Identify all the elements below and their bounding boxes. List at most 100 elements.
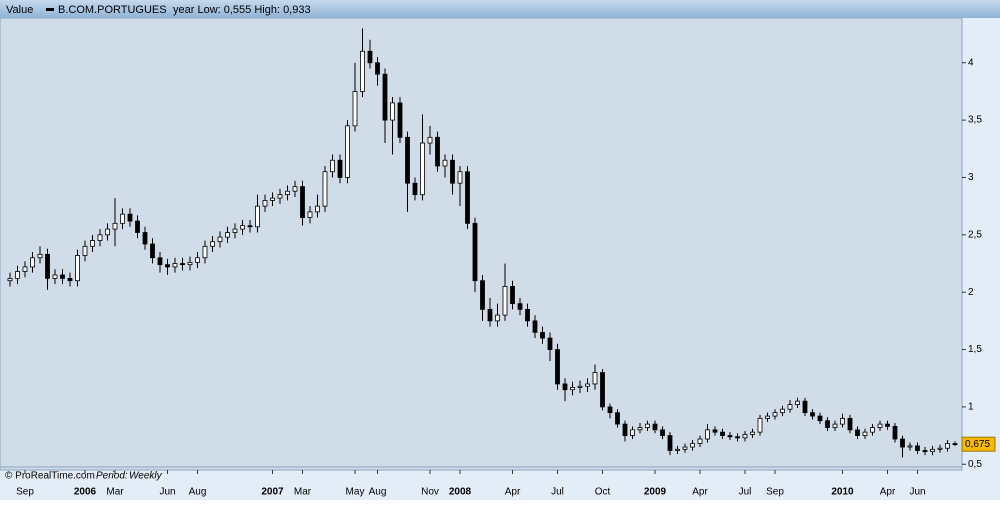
x-tick-label: Jul (551, 487, 564, 498)
y-tick-label: 4 (968, 57, 974, 68)
x-tick-label: Sep (16, 487, 34, 498)
x-tick-label: Nov (421, 487, 439, 498)
candle-body (862, 431, 868, 436)
candle-body (457, 171, 463, 184)
candle-body (450, 159, 455, 184)
candle-body (825, 420, 830, 428)
candle-body (405, 136, 410, 184)
candle-body (885, 423, 890, 427)
candle-body (90, 240, 95, 247)
candle-body (585, 383, 590, 387)
candle-body (952, 443, 958, 446)
y-tick-label: 0,5 (968, 459, 982, 470)
candle-body (667, 435, 673, 451)
candle-body (45, 253, 50, 279)
x-tick-label: 2008 (449, 487, 472, 498)
header-range: year Low: 0,555 High: 0,933 (173, 4, 311, 16)
candle-body (97, 234, 103, 241)
candle-body (60, 274, 65, 279)
candle-body (637, 427, 643, 431)
candle-body (397, 102, 403, 138)
x-tick-label: Apr (692, 487, 708, 498)
candle-body (915, 445, 920, 451)
y-tick-label: 2 (968, 287, 974, 298)
candle-body (765, 415, 770, 419)
candle-body (195, 257, 200, 263)
candle-body (382, 73, 388, 121)
candle-body (577, 385, 583, 388)
candle-body (877, 423, 883, 428)
x-tick-label: Sep (766, 487, 784, 498)
candle-body (547, 337, 553, 350)
candle-body (945, 443, 950, 449)
candle-body (817, 415, 823, 422)
x-tick-label: Jun (909, 487, 925, 498)
candle-body (75, 255, 80, 282)
candle-body (270, 197, 275, 201)
x-tick-label: Mar (294, 487, 312, 498)
candle-body (7, 278, 13, 282)
candle-body (930, 448, 935, 453)
candle-body (30, 257, 35, 268)
x-tick-label: Aug (369, 487, 387, 498)
footer-period: Weekly (129, 471, 163, 482)
candle-body (135, 220, 140, 233)
candle-body (847, 417, 853, 431)
candle-body (390, 102, 395, 121)
candle-body (570, 387, 575, 391)
candle-body (652, 423, 658, 431)
candle-body (907, 445, 913, 448)
candle-body (712, 429, 718, 433)
candle-body (337, 159, 343, 178)
candle-body (345, 125, 350, 178)
y-tick-label: 3 (968, 172, 974, 183)
y-tick-label: 2,5 (968, 229, 982, 240)
x-tick-label: Jun (159, 487, 175, 498)
candle-body (615, 412, 620, 425)
candle-body (630, 429, 635, 436)
candle-body (750, 431, 755, 435)
candle-body (150, 243, 155, 259)
header-label: Value (6, 4, 33, 16)
candle-body (37, 253, 43, 259)
candle-body (142, 232, 148, 245)
y-tick-label: 1,5 (968, 344, 982, 355)
candle-body (810, 412, 815, 417)
candle-body (727, 435, 733, 438)
candle-body (870, 427, 875, 433)
candle-body (480, 280, 485, 310)
candle-body (555, 349, 560, 385)
candle-body (742, 434, 748, 439)
candle-body (105, 228, 110, 236)
candle-body (292, 186, 298, 192)
candle-body (180, 263, 185, 266)
candle-body (420, 142, 425, 196)
last-value-box (961, 436, 996, 452)
candle-body (660, 429, 665, 436)
x-tick-label: Jul (739, 487, 752, 498)
candle-body (307, 211, 313, 219)
candle-body (900, 438, 905, 448)
candle-body (892, 426, 898, 440)
candle-body (622, 423, 628, 436)
candle-body (675, 448, 680, 451)
candle-body (412, 182, 418, 196)
candle-body (120, 213, 125, 224)
header-instrument: B.COM.PORTUGUES (58, 4, 167, 16)
candle-body (525, 308, 530, 322)
x-tick-label: Mar (106, 487, 124, 498)
candle-body (757, 417, 763, 433)
candle-body (330, 159, 335, 173)
candle-body (690, 443, 695, 448)
candle-body (540, 331, 545, 339)
candle-body (210, 241, 215, 247)
x-tick-label: 2006 (74, 487, 97, 498)
candle-body (922, 450, 928, 453)
candle-body (495, 314, 500, 322)
candle-body (67, 278, 73, 282)
y-tick-label: 3,5 (968, 115, 982, 126)
candle-body (300, 186, 305, 219)
x-tick-label: 2009 (644, 487, 667, 498)
